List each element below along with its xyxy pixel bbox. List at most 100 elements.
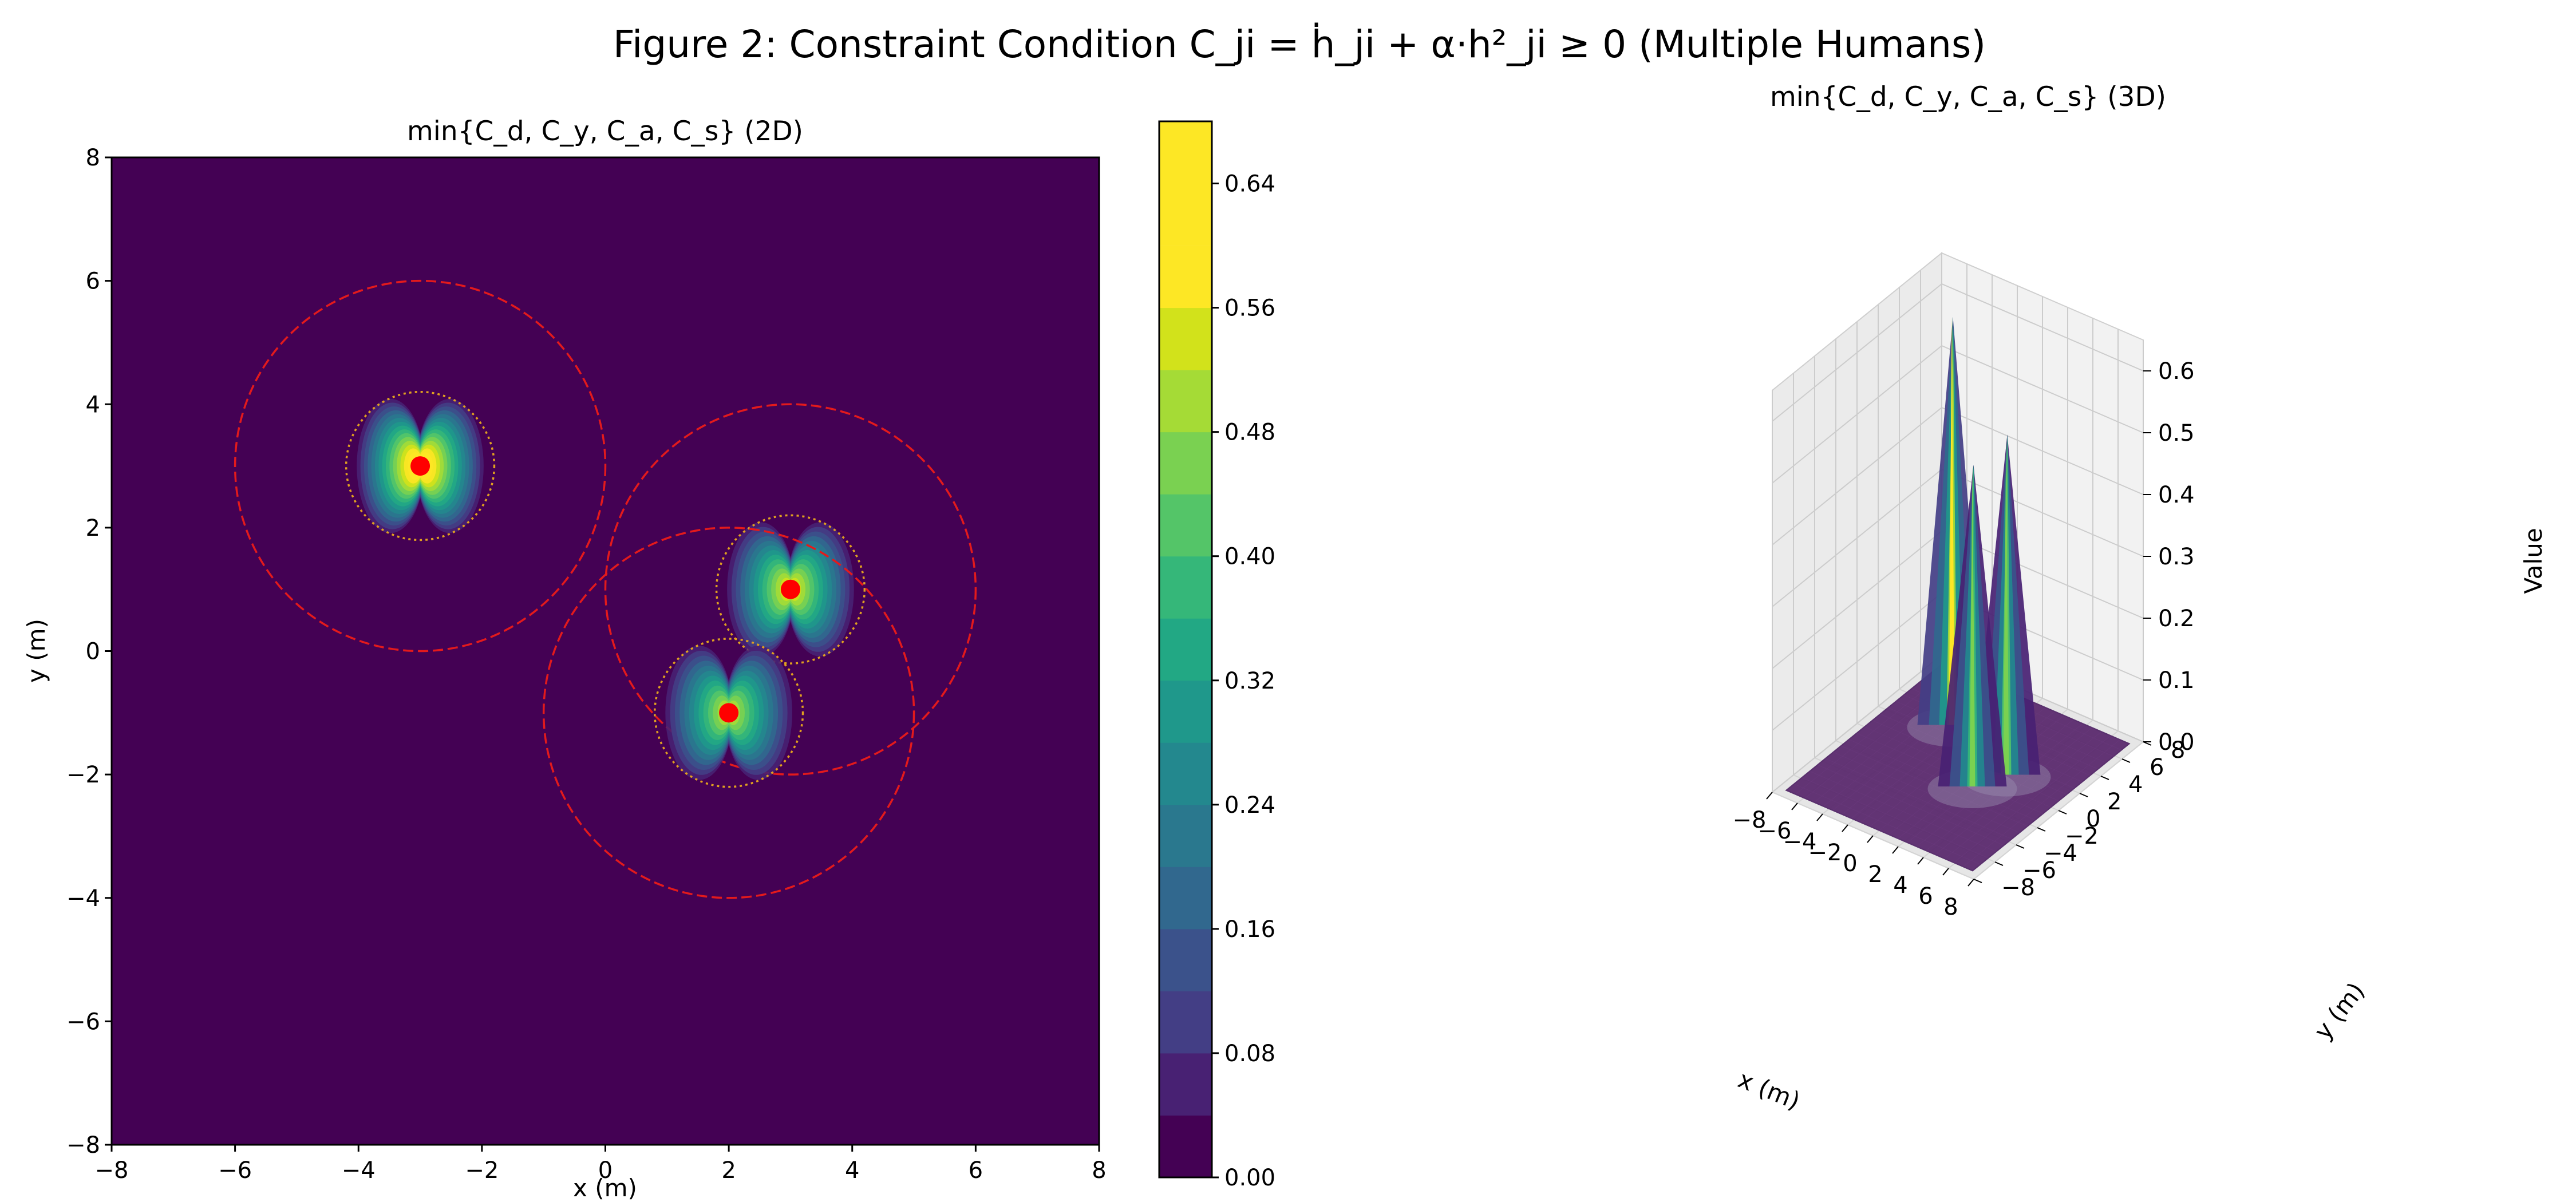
y3d-tick-mark bbox=[1973, 879, 1982, 883]
y3d-tick-label: −6 bbox=[2022, 857, 2056, 884]
colorbar-tick-label: 0.40 bbox=[1224, 544, 1275, 570]
grid-line bbox=[1941, 283, 2144, 371]
grid-line bbox=[1772, 592, 1942, 731]
z3d-tick-label: 0.2 bbox=[2158, 606, 2195, 632]
heatmap-ticks: −8 −6 −4 −2 0 2 4 6 8 −8 −6 −4 −2 0 2 4 6 8 bbox=[66, 145, 1107, 1184]
colorbar-band bbox=[1159, 432, 1212, 495]
x-tick-label: −8 bbox=[95, 1157, 129, 1184]
surface-mesh-line bbox=[1963, 739, 2120, 867]
colorbar-band bbox=[1159, 307, 1212, 370]
heatmap-x-axis-label: x (m) bbox=[573, 1174, 637, 1202]
grid-line bbox=[1772, 407, 1942, 545]
y3d-tick-mark bbox=[2016, 844, 2025, 849]
x3d-tick-mark bbox=[1967, 879, 1974, 887]
y3d-tick-label: 0 bbox=[2086, 806, 2100, 832]
surface-mesh-line bbox=[1935, 727, 2092, 855]
surface-mesh-line bbox=[1972, 743, 2130, 871]
y-tick-label: −4 bbox=[66, 885, 100, 912]
z3d-tick-label: 0.5 bbox=[2158, 420, 2195, 446]
human-1-outer-circle bbox=[604, 403, 977, 776]
x3d-tick-mark bbox=[1816, 813, 1823, 821]
x3d-tick-label: 4 bbox=[1893, 872, 1907, 899]
x3d-tick-mark bbox=[1842, 824, 1848, 832]
y-tick-label: −6 bbox=[66, 1009, 100, 1035]
x3d-tick-mark bbox=[1791, 802, 1798, 810]
x3d-tick-mark bbox=[1892, 846, 1899, 854]
y3d-tick-label: 8 bbox=[2171, 737, 2185, 764]
grid-line bbox=[1941, 345, 2144, 433]
surface-mesh-line bbox=[1954, 735, 2111, 863]
surface-mesh-line bbox=[1944, 731, 2102, 859]
x-tick-label: 4 bbox=[845, 1157, 859, 1184]
colorbar-tick-label: 0.48 bbox=[1224, 420, 1275, 446]
x3d-tick-label: 8 bbox=[1943, 894, 1958, 920]
colorbar-band bbox=[1159, 121, 1212, 246]
heatmap-y-axis-label: y (m) bbox=[22, 619, 50, 683]
colorbar-band bbox=[1159, 370, 1212, 433]
y3d-tick-label: −2 bbox=[2065, 823, 2099, 849]
x3d-tick-label: −6 bbox=[1758, 818, 1792, 844]
colorbar-band bbox=[1159, 680, 1212, 743]
surface-3d-panel: min{C_d, C_y, C_a, C_s} (3D) −8−6−4−2 0 2 4… bbox=[1733, 81, 2547, 1115]
colorbar-band bbox=[1159, 1115, 1212, 1178]
colorbar-band bbox=[1159, 618, 1212, 681]
colorbar-band bbox=[1159, 246, 1212, 309]
y3d-tick-label: 4 bbox=[2128, 772, 2143, 798]
x3d-tick-label: −4 bbox=[1783, 829, 1817, 855]
colorbar-tick-label: 0.32 bbox=[1224, 668, 1275, 694]
z3d-tick-label: 0.3 bbox=[2158, 544, 2195, 570]
colorbar-band bbox=[1159, 1053, 1212, 1116]
heatmap-title: min{C_d, C_y, C_a, C_s} (2D) bbox=[407, 116, 803, 147]
x-tick-label: 8 bbox=[1092, 1157, 1106, 1184]
x3d-tick-mark bbox=[1917, 857, 1924, 865]
surface-z-axis-label: Value bbox=[2519, 528, 2547, 594]
colorbar: 0.00 0.08 0.16 0.24 0.32 0.40 0.48 0.56 0.64 bbox=[1158, 120, 1275, 1191]
colorbar-tick-label: 0.00 bbox=[1224, 1165, 1275, 1191]
human-2-marker bbox=[719, 703, 739, 723]
y3d-tick-mark bbox=[2100, 776, 2109, 780]
x3d-tick-mark bbox=[1867, 835, 1874, 843]
figure-title: Figure 2: Constraint Condition C_ji = ḣ_… bbox=[613, 22, 1986, 66]
colorbar-band bbox=[1159, 494, 1212, 557]
colorbar-band bbox=[1159, 928, 1212, 991]
colorbar-tick-label: 0.56 bbox=[1224, 295, 1275, 322]
peak-crest bbox=[2003, 434, 2009, 775]
surface-mesh-line bbox=[1926, 723, 2083, 851]
human-0-inner-circle bbox=[345, 390, 496, 541]
human-1-marker bbox=[780, 579, 800, 599]
surface-content: −8−6−4−2 0 2 4 6 8−8−6−4−2024680.00.10.20.30.… bbox=[1733, 251, 2195, 920]
z3d-tick-label: 0.4 bbox=[2158, 482, 2195, 508]
colorbar-tick-label: 0.24 bbox=[1224, 792, 1275, 819]
surface-title: min{C_d, C_y, C_a, C_s} (3D) bbox=[1770, 81, 2166, 113]
surface-y-axis-label: y (m) bbox=[2309, 977, 2370, 1045]
grid-line bbox=[1941, 407, 2144, 495]
grid-line bbox=[1772, 531, 1942, 669]
x3d-tick-mark bbox=[1766, 792, 1773, 800]
y-tick-label: −2 bbox=[66, 762, 100, 788]
heatmap-2d-panel: min{C_d, C_y, C_a, C_s} (2D) −8 −6 −4 −2 0 2 4… bbox=[22, 116, 1107, 1202]
colorbar-band bbox=[1159, 991, 1212, 1054]
heatmap-background bbox=[112, 157, 1099, 1145]
x-tick-label: 2 bbox=[721, 1157, 736, 1184]
peak-crest bbox=[1949, 317, 1955, 725]
human-0-field bbox=[357, 398, 484, 533]
grid-line bbox=[1772, 283, 1942, 422]
x-tick-label: −4 bbox=[342, 1157, 376, 1184]
heatmap-content bbox=[234, 279, 977, 899]
y3d-tick-mark bbox=[2079, 793, 2088, 797]
surface-x-axis-label: x (m) bbox=[1734, 1065, 1804, 1115]
y-tick-label: −8 bbox=[66, 1132, 100, 1158]
grid-line bbox=[1772, 654, 1942, 793]
y3d-tick-label: 2 bbox=[2107, 789, 2121, 815]
human-1-field bbox=[727, 522, 854, 657]
y-tick-label: 2 bbox=[86, 515, 100, 541]
colorbar-tick-label: 0.08 bbox=[1224, 1041, 1275, 1067]
x-tick-label: 6 bbox=[969, 1157, 983, 1184]
human-0-marker bbox=[410, 456, 430, 476]
surface-peak bbox=[1927, 465, 2017, 808]
y3d-tick-mark bbox=[2121, 758, 2131, 763]
colorbar-tick-label: 0.16 bbox=[1224, 916, 1275, 943]
human-1-inner-circle bbox=[715, 514, 866, 665]
y-tick-label: 4 bbox=[86, 392, 100, 418]
